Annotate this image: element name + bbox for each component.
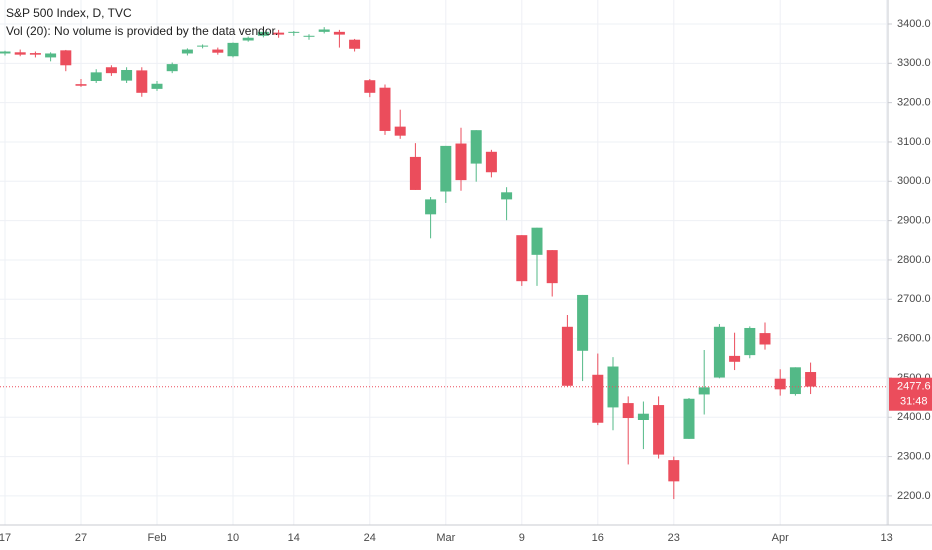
candle-body bbox=[45, 53, 57, 58]
candle-body bbox=[668, 460, 680, 482]
candle-body bbox=[257, 31, 269, 36]
x-tick-label: Mar bbox=[436, 532, 455, 544]
candle-body bbox=[273, 32, 285, 35]
countdown-label: 31:48 bbox=[900, 396, 928, 408]
candle-body bbox=[592, 374, 604, 423]
candle-body bbox=[683, 398, 695, 439]
y-tick-label: 3200.0 bbox=[897, 97, 931, 109]
candle-body bbox=[698, 387, 710, 395]
candle-body bbox=[774, 378, 786, 390]
candle-body bbox=[425, 199, 437, 215]
x-tick-label: 24 bbox=[364, 532, 376, 544]
candle-body bbox=[805, 372, 817, 387]
candle-body bbox=[501, 192, 513, 200]
candle-body bbox=[197, 45, 209, 47]
candle-body bbox=[531, 227, 543, 255]
x-tick-label: 10 bbox=[227, 532, 239, 544]
x-tick-label: 9 bbox=[519, 532, 525, 544]
candle-body bbox=[181, 49, 193, 54]
x-tick-label: 27 bbox=[75, 532, 87, 544]
x-tick-label: Apr bbox=[772, 532, 789, 544]
y-tick-label: 3100.0 bbox=[897, 136, 931, 148]
last-price-label: 2477.6 bbox=[897, 381, 931, 393]
candle-body bbox=[729, 355, 741, 362]
candle-body bbox=[0, 51, 11, 54]
last-price-box bbox=[889, 377, 932, 411]
candle-body bbox=[227, 42, 239, 57]
chart-subtitle: Vol (20): No volume is provided by the d… bbox=[6, 24, 278, 38]
y-tick-label: 3300.0 bbox=[897, 57, 931, 69]
candle-body bbox=[516, 235, 528, 282]
candle-body bbox=[561, 326, 573, 386]
y-tick-label: 2400.0 bbox=[897, 411, 931, 423]
candle-body bbox=[759, 333, 771, 345]
candle-body bbox=[29, 53, 41, 55]
candle-body bbox=[349, 39, 361, 49]
y-tick-label: 2900.0 bbox=[897, 215, 931, 227]
candle-body bbox=[470, 130, 482, 164]
candle-body bbox=[303, 35, 315, 37]
candle-body bbox=[105, 67, 117, 74]
x-tick-label: 23 bbox=[668, 532, 680, 544]
candle-body bbox=[364, 80, 376, 93]
candle-body bbox=[318, 29, 330, 32]
candle-body bbox=[713, 326, 725, 378]
candle-body bbox=[409, 156, 421, 190]
candle-body bbox=[546, 250, 558, 284]
grid bbox=[0, 0, 888, 525]
candle-body bbox=[14, 52, 26, 55]
y-tick-label: 3400.0 bbox=[897, 18, 931, 30]
x-tick-label: 13 bbox=[880, 532, 892, 544]
candle-body bbox=[485, 151, 497, 173]
candle-body bbox=[622, 403, 634, 419]
candle-body bbox=[394, 126, 406, 136]
candle-body bbox=[637, 413, 649, 420]
candle-body bbox=[577, 294, 589, 351]
y-tick-label: 3000.0 bbox=[897, 175, 931, 187]
candle-body bbox=[166, 64, 178, 72]
candle-body bbox=[136, 70, 148, 93]
y-tick-label: 2700.0 bbox=[897, 293, 931, 305]
x-tick-label: 17 bbox=[0, 532, 11, 544]
chart-title: S&P 500 Index, D, TVC bbox=[6, 6, 132, 20]
candle-body bbox=[333, 31, 345, 35]
candle-body bbox=[789, 367, 801, 395]
candle-body bbox=[288, 31, 300, 33]
candle-body bbox=[440, 145, 452, 192]
candle-body bbox=[212, 49, 224, 53]
y-tick-label: 2200.0 bbox=[897, 490, 931, 502]
candle-body bbox=[60, 50, 72, 66]
candle-body bbox=[151, 83, 163, 89]
candle-body bbox=[653, 405, 665, 455]
y-tick-label: 2300.0 bbox=[897, 450, 931, 462]
candle-body bbox=[90, 72, 102, 82]
candle-body bbox=[121, 70, 133, 81]
y-tick-label: 2800.0 bbox=[897, 254, 931, 266]
x-tick-label: 16 bbox=[592, 532, 604, 544]
y-tick-label: 2600.0 bbox=[897, 333, 931, 345]
x-tick-label: 14 bbox=[288, 532, 300, 544]
candle-body bbox=[242, 37, 254, 41]
candle-body bbox=[455, 143, 467, 181]
candle-body bbox=[75, 84, 87, 86]
candle-body bbox=[379, 87, 391, 131]
candle-body bbox=[744, 327, 756, 356]
x-tick-label: Feb bbox=[148, 532, 167, 544]
